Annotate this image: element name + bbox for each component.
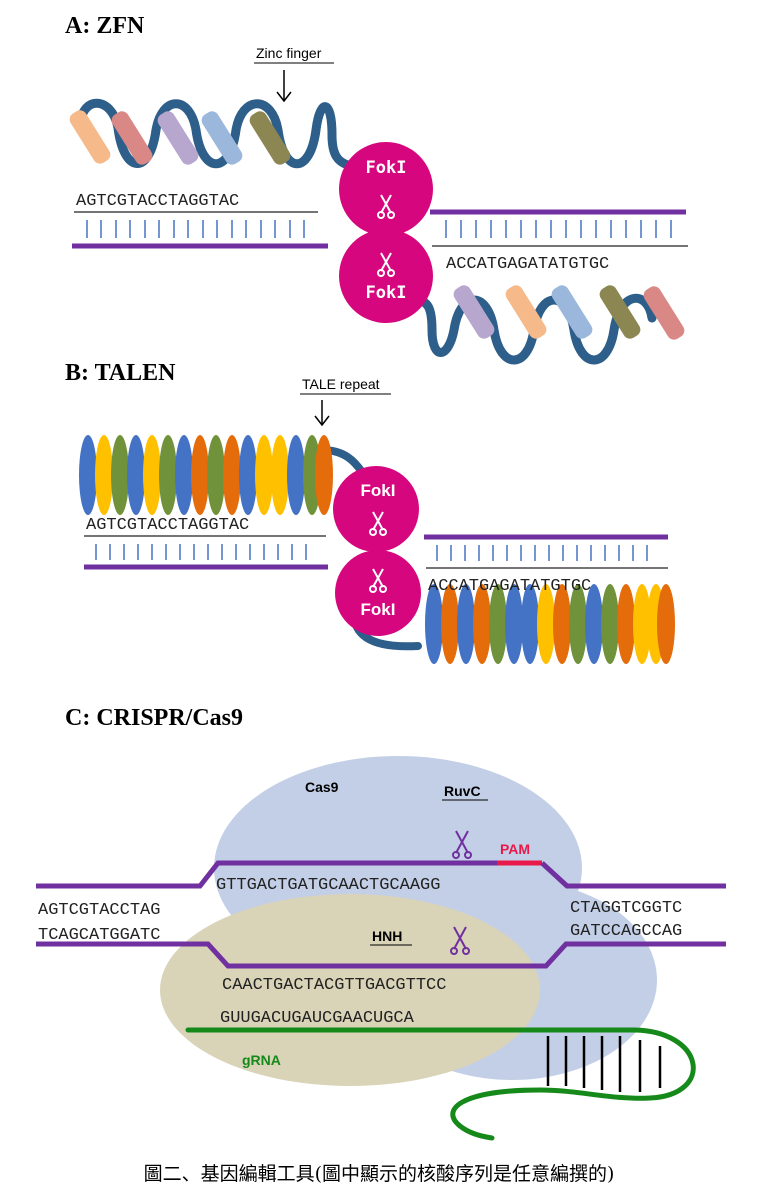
scissors-icon: [369, 568, 387, 593]
hnh-label: HNH: [372, 928, 402, 944]
zinc-finger-helix: [201, 111, 243, 165]
zinc-finger-helix: [157, 111, 199, 165]
talen-top-sequence: AGTCGTACCTAGGTAC: [86, 516, 249, 535]
zinc-finger-helix: [599, 285, 641, 339]
crispr-title: C: CRISPR/Cas9: [65, 705, 243, 731]
fok-label: FokI: [361, 481, 396, 500]
fok-domain-bottom: [335, 550, 421, 636]
talen-title: B: TALEN: [65, 360, 176, 386]
tale-repeats-bottom: [425, 584, 675, 664]
fok-domain-top: [339, 142, 433, 236]
zinc-finger-label: Zinc finger: [256, 45, 322, 61]
grna-hairpin-base-pairs: [546, 1036, 662, 1092]
zinc-finger-helix: [69, 110, 111, 164]
zfn-bottom-sequence: ACCATGAGATATGTGC: [446, 255, 609, 274]
talen-right-base-pairs: [436, 545, 648, 561]
zinc-finger-helix: [551, 285, 593, 339]
cas9-label: Cas9: [305, 779, 339, 795]
down-arrow-icon: [276, 70, 292, 103]
fok-domain-bottom: [339, 229, 433, 323]
zinc-finger-helices-bottom: [453, 285, 685, 340]
zfn-linker-bottom: [410, 294, 657, 365]
talen-panel: B: TALEN TALE repeat: [65, 360, 675, 664]
zfn-panel: A: ZFN Zinc finger AGTCGTACCTAGGTAC: [65, 13, 688, 365]
zinc-finger-helix: [453, 285, 495, 339]
talen-left-base-pairs: [95, 544, 307, 560]
right-bottom-sequence: GATCCAGCCAG: [570, 922, 682, 941]
dna-bottom-strand: [36, 941, 726, 969]
fok-label: FokI: [361, 600, 396, 619]
fok-label: FokI: [366, 283, 407, 303]
down-arrow-icon: [314, 400, 330, 427]
scissors-icon: [377, 252, 395, 277]
complement-strand-sequence: CAACTGACTACGTTGACGTTCC: [222, 976, 446, 995]
scissors-icon: [450, 926, 470, 955]
crispr-panel: C: CRISPR/Cas9 Cas9 RuvC PAM GTTGACTGATG…: [36, 705, 726, 1141]
pam-label: PAM: [500, 841, 530, 857]
zinc-finger-helix: [505, 285, 547, 339]
zfn-title: A: ZFN: [65, 13, 145, 39]
ruvc-label: RuvC: [444, 783, 481, 799]
tale-repeat-label: TALE repeat: [302, 376, 380, 392]
scissors-icon: [369, 511, 387, 536]
dna-top-strand: [36, 860, 497, 889]
zfn-top-sequence: AGTCGTACCTAGGTAC: [76, 192, 239, 211]
tale-repeats-top: [79, 435, 333, 515]
left-top-sequence: AGTCGTACCTAG: [38, 901, 160, 920]
left-bottom-sequence: TCAGCATGGATC: [38, 926, 160, 945]
cas9-tan-lobe: [160, 894, 540, 1086]
grna-label: gRNA: [242, 1052, 281, 1068]
zinc-finger-helix: [111, 111, 153, 165]
figure-caption: 圖二、基因編輯工具(圖中顯示的核酸序列是任意編撰的): [144, 1163, 615, 1185]
zfn-left-base-pairs: [86, 220, 305, 238]
grna-strand: [185, 1027, 696, 1141]
talen-bottom-sequence: ACCATGAGATATGTGC: [428, 577, 591, 596]
right-top-sequence: CTAGGTCGGTC: [570, 899, 682, 918]
fok-label: FokI: [366, 158, 407, 178]
zinc-finger-helices-top: [69, 110, 291, 165]
scissors-icon: [452, 830, 472, 859]
zinc-finger-helix: [643, 286, 685, 340]
zfn-right-base-pairs: [445, 220, 672, 238]
fok-domain-top: [333, 466, 419, 552]
scissors-icon: [377, 194, 395, 219]
zfn-linker-top: [75, 98, 353, 170]
target-strand-sequence: GTTGACTGATGCAACTGCAAGG: [216, 876, 440, 895]
grna-sequence: GUUGACUGAUCGAACUGCA: [220, 1009, 415, 1028]
zinc-finger-helix: [249, 111, 291, 165]
